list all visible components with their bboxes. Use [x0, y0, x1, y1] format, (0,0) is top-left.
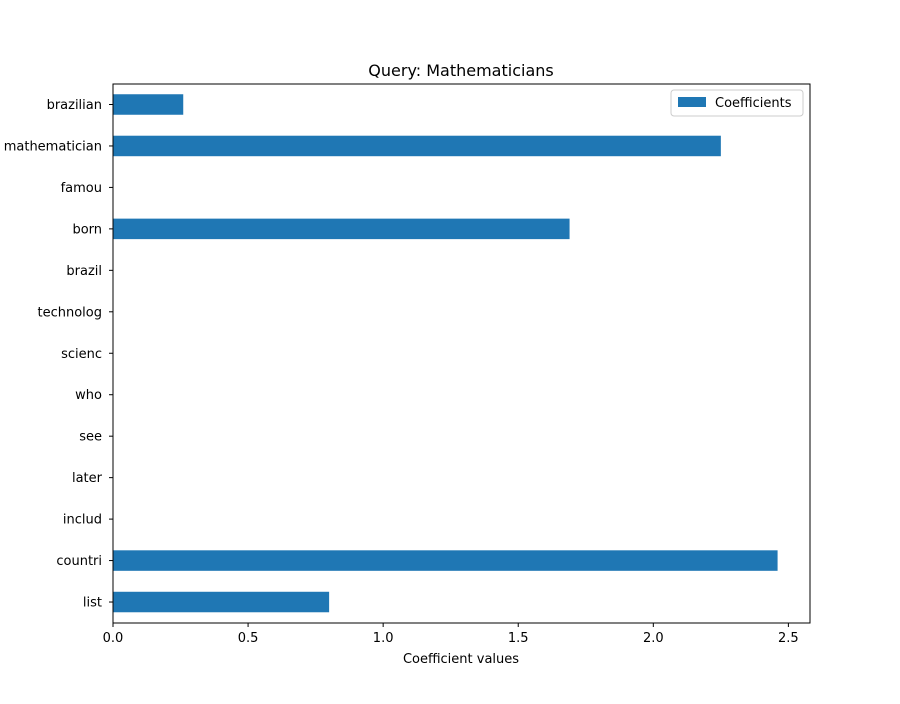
x-tick-label: 2.0 [643, 631, 664, 646]
y-tick-label: famou [61, 181, 102, 196]
legend-label: Coefficients [715, 96, 792, 111]
y-tick-label: list [83, 596, 102, 611]
y-tick-label: later [72, 471, 103, 486]
x-tick-label: 0.5 [238, 631, 259, 646]
legend-swatch [678, 97, 706, 107]
bar-brazilian [113, 94, 184, 115]
bar-countri [113, 550, 778, 571]
chart-title: Query: Mathematicians [368, 61, 553, 80]
plot-frame [112, 83, 811, 624]
y-tick-label: who [75, 388, 102, 403]
legend: Coefficients [670, 89, 804, 117]
legend-box [670, 89, 804, 117]
y-tick-label: includ [63, 513, 102, 528]
y-tick-label: see [79, 430, 102, 445]
y-tick-label: brazil [66, 264, 102, 279]
x-tick-label: 1.5 [508, 631, 529, 646]
y-tick-label: scienc [61, 347, 102, 362]
y-tick-label: born [72, 222, 102, 237]
ticks-layer: brazilian mathematician famou born brazil tec… [4, 98, 799, 646]
bar-list [113, 591, 330, 613]
x-axis-label: Coefficient values [403, 652, 519, 667]
y-tick-label: brazilian [47, 98, 102, 113]
x-tick-label: 0.0 [103, 631, 124, 646]
y-tick-label: mathematician [4, 139, 102, 154]
x-tick-label: 2.5 [778, 631, 799, 646]
y-tick-label: technolog [38, 305, 103, 320]
y-tick-label: countri [56, 554, 102, 569]
x-tick-label: 1.0 [373, 631, 394, 646]
bar-mathematician [113, 135, 721, 157]
bar-born [113, 218, 570, 240]
bars-layer [113, 94, 778, 613]
